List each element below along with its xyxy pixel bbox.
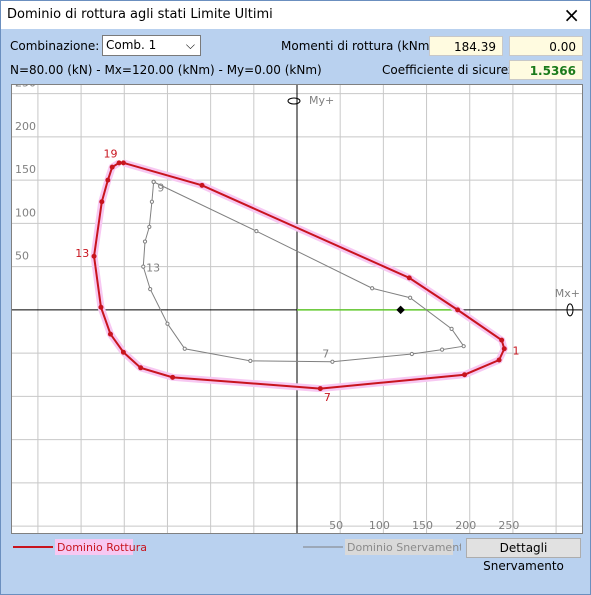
vertex: [455, 307, 461, 313]
vertex: [254, 229, 259, 234]
dropdown-arrow: ⌵: [185, 38, 195, 52]
axis-icon: [287, 97, 301, 105]
vertex: [148, 287, 153, 292]
label: Coefficiente di sicurezza:: [382, 63, 533, 77]
legend-highlight: [345, 539, 453, 555]
x-tick-label: 150: [412, 519, 433, 532]
legend: Dominio Rottura Dominio Snervamento: [13, 539, 461, 555]
details-button[interactable]: Dettagli Snervamento: [466, 538, 581, 573]
point-label: 13: [75, 247, 89, 260]
series-line: [142, 181, 465, 363]
legend-label: Dominio Rottura: [57, 541, 147, 554]
point-label: 7: [324, 391, 331, 404]
vertex: [408, 295, 413, 300]
vertex: [496, 357, 502, 363]
y-tick-label: 200: [15, 120, 36, 133]
moment-x: 184.39: [429, 36, 503, 56]
vertex: [501, 346, 507, 352]
loads-text: N=80.00 (kN) - Mx=120.00 (kNm) - My=0.00…: [10, 63, 322, 77]
x-tick-label: 250: [498, 519, 519, 532]
chart: 5010015020025050100150200250My+Mx+191371…: [11, 84, 583, 534]
vertex: [409, 351, 414, 357]
title-bar: Dominio di rottura agli stati Limite Ult…: [1, 1, 590, 29]
vertex: [138, 365, 144, 371]
glow: [90, 159, 509, 393]
x-axis-label: Mx+: [555, 287, 580, 300]
legend-label: Dominio Snervamento: [347, 541, 461, 554]
vertex: [98, 304, 104, 310]
label: Momenti di rottura (kNm):: [281, 39, 439, 53]
point-label: 9: [157, 182, 164, 195]
select-value: Comb. 1: [106, 38, 157, 52]
vertex: [462, 372, 468, 378]
vertex: [449, 326, 454, 331]
y-tick-label: 100: [15, 206, 36, 219]
vertex: [141, 264, 146, 269]
series-line: [93, 161, 506, 390]
x-tick-label: 50: [329, 519, 343, 532]
x-tick-label: 200: [455, 519, 476, 532]
vertex: [91, 253, 97, 259]
point-label: 1: [512, 345, 519, 358]
y-axis-label: My+: [309, 94, 334, 107]
vertex: [99, 199, 105, 205]
vertex: [109, 164, 115, 170]
vertex: [151, 179, 156, 184]
vertex: [116, 160, 122, 166]
vertex: [461, 344, 466, 349]
vertex: [149, 199, 155, 204]
vertex: [105, 177, 111, 183]
legend-highlight: [55, 539, 133, 555]
vertex: [165, 321, 170, 326]
y-tick-label: 50: [15, 250, 29, 263]
vertex: [370, 286, 375, 291]
point-label: 7: [322, 347, 329, 360]
window-title: Dominio di rottura agli stati Limite Ult…: [7, 7, 273, 22]
vertex: [107, 331, 113, 337]
y-tick-label: 250: [15, 84, 36, 90]
vertex: [147, 224, 152, 229]
demand-point: [396, 305, 405, 315]
vertex: [182, 346, 187, 351]
label: Combinazione:: [10, 39, 100, 53]
vertex: [330, 359, 335, 364]
vertex: [120, 349, 126, 355]
combination-select[interactable]: Comb. 1 ⌵: [102, 35, 201, 56]
vertex: [170, 374, 176, 380]
point-label: 13: [146, 261, 160, 274]
vertex: [120, 160, 126, 166]
vertex: [248, 358, 253, 363]
point-label: 19: [104, 147, 118, 160]
moment-y: 0.00: [509, 36, 583, 56]
vertex: [142, 239, 148, 244]
safety-value: 1.5366: [509, 60, 583, 80]
vertex: [499, 337, 505, 343]
vertex: [317, 386, 323, 392]
vertex: [406, 275, 412, 281]
close-button[interactable]: ×: [563, 3, 580, 27]
vertex: [199, 182, 205, 188]
y-tick-label: 150: [15, 163, 36, 176]
x-tick-label: 100: [369, 519, 390, 532]
vertex: [439, 347, 445, 352]
axis-icon: [566, 303, 574, 317]
